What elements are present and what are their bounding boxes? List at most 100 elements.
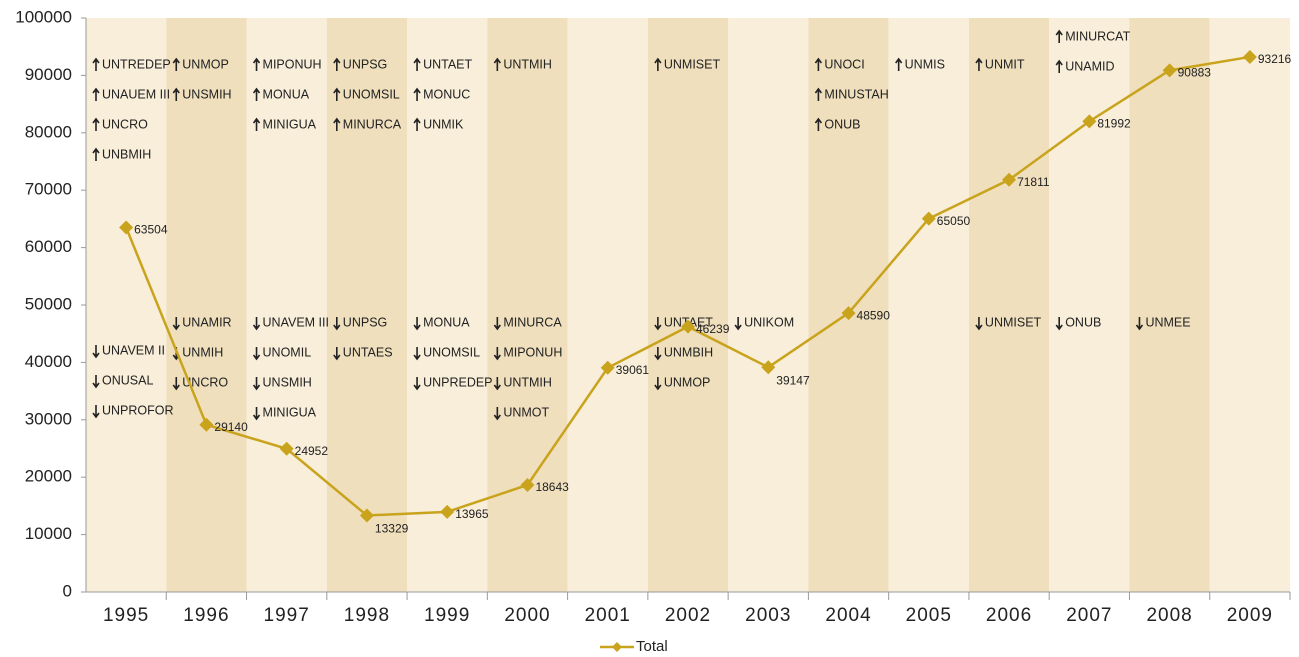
data-label: 46239 (696, 322, 730, 336)
annotation: UNTAES (343, 345, 393, 359)
data-label: 29140 (214, 420, 248, 434)
annotation: MINURCA (343, 117, 402, 131)
annotation: UNOCI (824, 57, 864, 71)
y-tick-label: 60000 (25, 237, 72, 256)
x-tick-label: 2009 (1227, 605, 1273, 626)
band (968, 18, 1050, 592)
arrow-down (92, 405, 100, 419)
annotation: UNIKOM (744, 315, 794, 329)
x-tick-label: 2003 (745, 605, 791, 626)
band (1129, 18, 1210, 592)
arrow-down (654, 317, 662, 331)
arrow-down (92, 345, 100, 359)
data-label: 93216 (1258, 52, 1292, 66)
band (487, 18, 568, 592)
arrow-down (493, 377, 501, 391)
x-tick-label: 2002 (665, 605, 711, 626)
y-tick-label: 10000 (25, 524, 72, 543)
marker (600, 360, 615, 375)
arrow-up (92, 117, 100, 131)
arrow-down (333, 347, 341, 361)
marker (279, 441, 294, 456)
marker (1002, 172, 1017, 187)
arrow-down (252, 317, 261, 331)
band (808, 18, 889, 592)
annotation: UNBMIH (102, 147, 151, 161)
annotation: UNOMIL (263, 345, 312, 359)
arrow-up (92, 87, 100, 101)
arrow-down (413, 317, 421, 331)
arrow-up (413, 87, 421, 101)
annotation: UNPROFOR (102, 403, 174, 417)
marker (761, 360, 776, 375)
arrow-up (333, 117, 341, 131)
annotation: UNTAET (423, 57, 472, 71)
arrow-up (92, 147, 100, 161)
marker (1082, 114, 1097, 129)
marker (359, 508, 374, 523)
annotation: UNAMIR (182, 315, 231, 329)
x-tick-label: 1997 (264, 605, 310, 626)
arrow-down (172, 377, 180, 391)
x-tick-label: 2008 (1146, 605, 1192, 626)
band (647, 18, 729, 592)
annotation: MIPONUH (503, 345, 562, 359)
annotation: MONUC (423, 87, 470, 101)
data-label: 65050 (937, 214, 971, 228)
y-tick-label: 50000 (25, 294, 72, 313)
arrow-up (252, 117, 261, 131)
data-label: 13329 (375, 522, 409, 536)
annotation: UNMIS (905, 57, 945, 71)
annotation: UNTREDEP (102, 57, 171, 71)
data-label: 39061 (616, 363, 650, 377)
band (407, 18, 488, 592)
arrow-down (654, 377, 662, 391)
y-tick-label: 40000 (25, 352, 72, 371)
band (86, 18, 167, 592)
annotation: UNOMSIL (423, 345, 480, 359)
arrow-up (92, 57, 100, 71)
arrow-up (172, 57, 180, 71)
arrow-up (814, 117, 823, 131)
arrow-up (493, 57, 501, 71)
annotation: UNPREDEP (423, 375, 492, 389)
annotation: MINIGUA (263, 405, 317, 419)
annotation: UNCRO (182, 375, 228, 389)
arrow-up (172, 87, 180, 101)
marker (921, 211, 936, 226)
annotation: UNMBIH (664, 345, 713, 359)
annotation: UNMOP (664, 375, 711, 389)
annotation: UNMISET (664, 57, 721, 71)
annotation: UNMEE (1145, 315, 1190, 329)
annotation: UNTMIH (503, 57, 552, 71)
data-label: 48590 (857, 308, 891, 322)
y-tick-label: 80000 (25, 122, 72, 141)
x-tick-label: 2006 (986, 605, 1032, 626)
arrow-up (252, 87, 261, 101)
data-label: 13965 (455, 507, 489, 521)
annotation: UNPSG (343, 57, 387, 71)
annotation: MONUA (423, 315, 470, 329)
arrow-up (654, 57, 662, 71)
arrow-down (493, 317, 501, 331)
arrow-up (1055, 29, 1063, 43)
arrow-down (252, 407, 261, 421)
arrow-down (975, 317, 983, 331)
arrow-up (814, 87, 823, 101)
marker (1162, 63, 1177, 78)
arrow-up (252, 57, 261, 71)
legend-marker (612, 642, 622, 652)
annotation: UNCRO (102, 117, 148, 131)
data-label: 63504 (134, 223, 168, 237)
data-label: 39147 (776, 373, 810, 387)
arrow-down (413, 377, 421, 391)
band (728, 18, 809, 592)
arrow-down (493, 347, 501, 361)
band (567, 18, 648, 592)
x-tick-label: 1999 (424, 605, 470, 626)
annotation: UNTMIH (503, 375, 552, 389)
marker (440, 504, 455, 519)
arrow-up (814, 57, 823, 71)
arrow-up (413, 117, 421, 131)
annotation: MIPONUH (263, 57, 322, 71)
